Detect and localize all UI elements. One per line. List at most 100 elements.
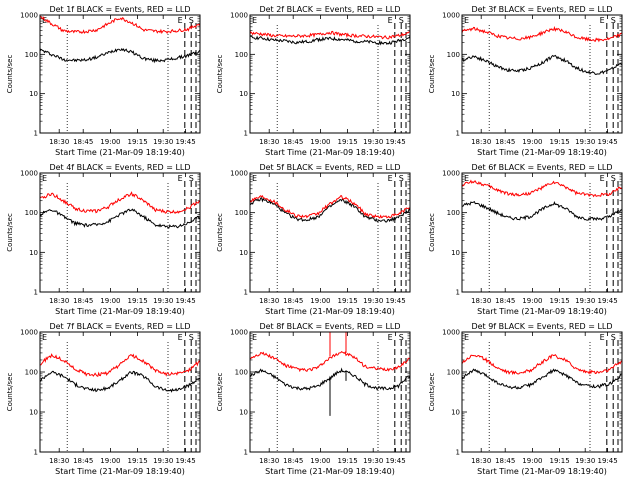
x-axis-label: Start Time (21-Mar-09 18:19:40) (477, 148, 607, 157)
y-tick-label: 100 (447, 209, 460, 217)
x-axis-label: Start Time (21-Mar-09 18:19:40) (265, 307, 395, 316)
y-axis-label: Counts/sec (428, 55, 436, 94)
x-tick-label: 19:45 (386, 297, 406, 305)
x-tick-label: 19:15 (338, 138, 358, 146)
y-tick-label: 1 (456, 130, 460, 138)
x-tick-label: 18:45 (283, 457, 303, 465)
x-axis-label: Start Time (21-Mar-09 18:19:40) (477, 307, 607, 316)
x-tick-label: 18:30 (471, 297, 491, 305)
series-line-events (461, 201, 623, 221)
marker-s-right: S (611, 174, 616, 183)
y-tick-label: 100 (235, 51, 248, 59)
y-tick-label: 10 (239, 90, 248, 98)
plot-frame (461, 331, 623, 453)
x-tick-label: 18:30 (49, 138, 69, 146)
y-tick-label: 1 (244, 289, 248, 297)
panel-title: Det 1f BLACK = Events, RED = LLD (49, 5, 190, 14)
x-tick-label: 18:30 (49, 297, 69, 305)
marker-s-right: S (399, 16, 404, 25)
y-tick-label: 100 (235, 209, 248, 217)
x-tick-label: 19:00 (522, 457, 542, 465)
y-tick-label: 10 (29, 90, 38, 98)
plot-frame (39, 172, 201, 293)
y-tick-label: 10 (451, 90, 460, 98)
y-tick-label: 1 (34, 449, 38, 457)
marker-s-right: S (189, 16, 194, 25)
x-axis-label: Start Time (21-Mar-09 18:19:40) (477, 467, 607, 476)
plot-frame (249, 331, 411, 453)
marker-e-right: E (388, 333, 393, 342)
y-tick-label: 10 (451, 409, 460, 417)
series-line-events (249, 367, 411, 391)
y-axis-label: Counts/sec (6, 373, 14, 412)
x-tick-label: 19:15 (550, 297, 570, 305)
y-tick-label: 100 (25, 369, 38, 377)
x-tick-label: 18:45 (283, 297, 303, 305)
y-tick-label: 1000 (442, 329, 460, 337)
y-tick-label: 10 (239, 409, 248, 417)
y-tick-label: 100 (25, 209, 38, 217)
marker-e-left: E (252, 333, 257, 342)
panel-title: Det 8f BLACK = Events, RED = LLD (259, 322, 400, 331)
y-axis-label: Counts/sec (216, 55, 224, 94)
x-tick-label: 19:15 (550, 138, 570, 146)
series-line-events (39, 208, 201, 229)
panel-9: Det 9f BLACK = Events, RED = LLD Counts/s… (428, 322, 623, 476)
series-line-lld (461, 179, 623, 198)
panel-title: Det 2f BLACK = Events, RED = LLD (259, 5, 400, 14)
panel-8: Det 8f BLACK = Events, RED = LLD Counts/s… (216, 322, 411, 476)
y-tick-label: 1 (34, 289, 38, 297)
y-axis-label: Counts/sec (216, 373, 224, 412)
x-tick-label: 19:45 (386, 138, 406, 146)
x-tick-label: 18:45 (495, 297, 515, 305)
y-tick-label: 100 (235, 369, 248, 377)
panel-3: Det 3f BLACK = Events, RED = LLD Counts/s… (428, 5, 623, 157)
x-tick-label: 19:00 (522, 297, 542, 305)
x-tick-label: 19:00 (100, 457, 120, 465)
y-tick-label: 1 (456, 289, 460, 297)
series-line-lld (39, 191, 201, 214)
x-tick-label: 19:30 (575, 138, 595, 146)
series-line-lld (249, 30, 411, 40)
marker-s-right: S (611, 16, 616, 25)
x-tick-label: 19:00 (310, 138, 330, 146)
panel-title: Det 4f BLACK = Events, RED = LLD (49, 163, 190, 172)
y-tick-label: 1000 (20, 12, 38, 20)
marker-e-left: E (252, 174, 257, 183)
x-tick-label: 18:45 (73, 457, 93, 465)
panel-title: Det 9f BLACK = Events, RED = LLD (471, 322, 612, 331)
y-axis-label: Counts/sec (428, 373, 436, 412)
series-line-lld (40, 353, 201, 378)
x-tick-label: 19:45 (176, 457, 196, 465)
marker-e-right: E (600, 333, 605, 342)
x-tick-label: 19:00 (310, 457, 330, 465)
y-tick-label: 100 (447, 369, 460, 377)
x-tick-label: 18:45 (283, 138, 303, 146)
x-tick-label: 18:30 (259, 297, 279, 305)
y-tick-label: 1 (456, 449, 460, 457)
panel-title: Det 5f BLACK = Events, RED = LLD (259, 163, 400, 172)
x-tick-label: 18:30 (259, 457, 279, 465)
y-tick-label: 1000 (230, 12, 248, 20)
x-tick-label: 19:30 (153, 457, 173, 465)
marker-s-right: S (399, 333, 404, 342)
y-tick-label: 1000 (442, 12, 460, 20)
y-axis-label: Counts/sec (428, 213, 436, 252)
series-line-lld (249, 351, 411, 373)
series-line-lld (39, 15, 201, 34)
x-tick-label: 19:15 (128, 457, 148, 465)
x-tick-label: 19:00 (100, 297, 120, 305)
x-tick-label: 19:15 (128, 297, 148, 305)
y-tick-label: 1000 (442, 170, 460, 178)
y-tick-label: 10 (451, 249, 460, 257)
series-line-events (249, 197, 411, 223)
marker-e-left: E (464, 16, 469, 25)
x-tick-label: 18:45 (495, 138, 515, 146)
x-tick-label: 18:30 (471, 138, 491, 146)
y-tick-label: 1000 (20, 329, 38, 337)
plot-frame (39, 14, 201, 134)
panel-title: Det 7f BLACK = Events, RED = LLD (49, 322, 190, 331)
plot-frame (249, 14, 411, 134)
